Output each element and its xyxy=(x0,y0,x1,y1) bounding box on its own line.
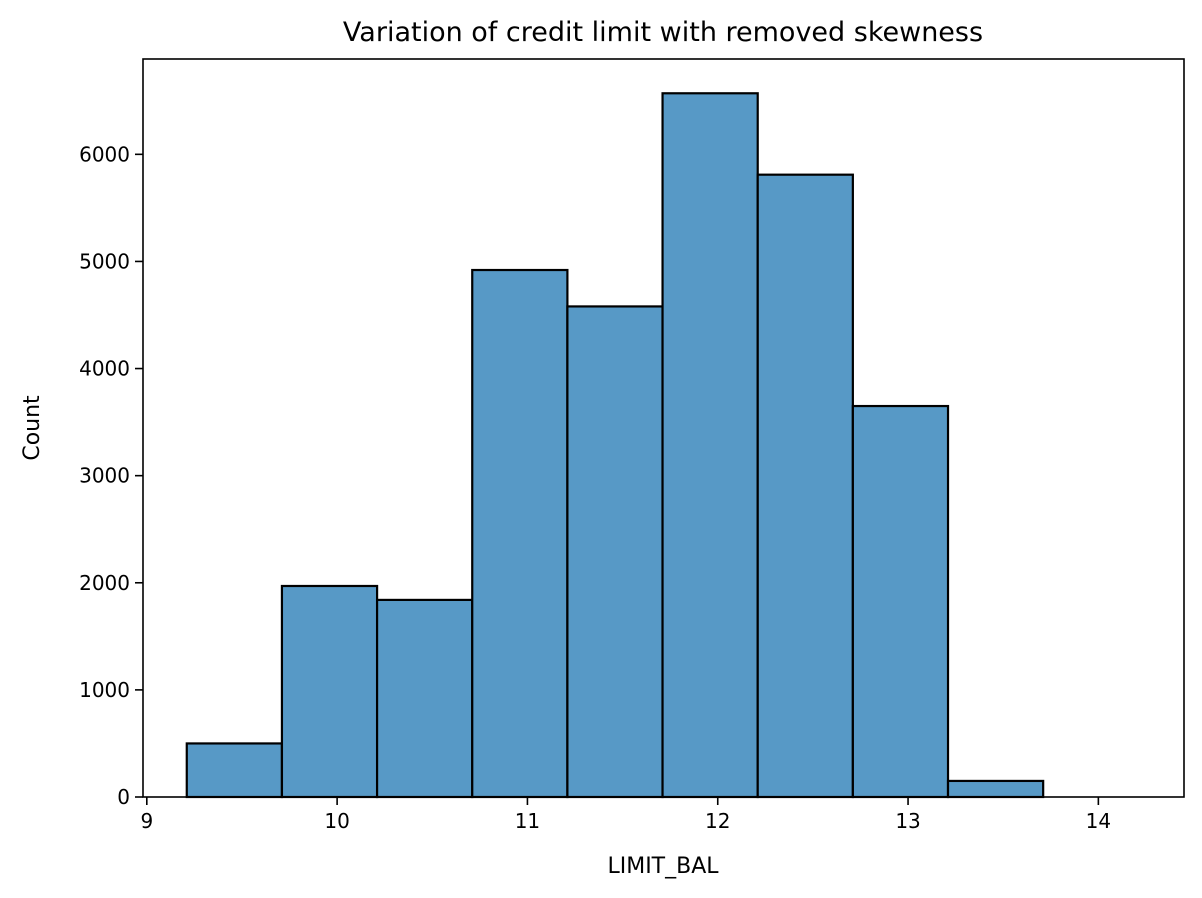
histogram-bar xyxy=(185,742,284,799)
x-axis-ticks: 9 10 11 12 13 14 xyxy=(140,797,1111,833)
y-tick-label: 0 xyxy=(117,785,130,809)
histogram-bar xyxy=(471,268,569,799)
histogram-bar xyxy=(566,305,664,799)
chart-title: Variation of credit limit with removed s… xyxy=(343,17,983,48)
x-axis-label: LIMIT_BAL xyxy=(607,854,719,879)
y-axis-ticks: 0 1000 2000 3000 4000 5000 6000 xyxy=(79,142,143,809)
bars-group xyxy=(185,92,1045,799)
plot-frame xyxy=(142,58,1185,798)
y-tick-label: 2000 xyxy=(79,571,130,595)
y-tick-label: 1000 xyxy=(79,678,130,702)
x-tick-label: 10 xyxy=(324,809,349,833)
x-tick-label: 9 xyxy=(140,809,153,833)
y-axis-label: Count xyxy=(20,395,45,461)
y-tick-label: 6000 xyxy=(79,142,130,166)
y-tick-label: 3000 xyxy=(79,464,130,488)
histogram-bar xyxy=(280,584,379,799)
x-tick-label: 12 xyxy=(705,809,730,833)
y-tick-label: 4000 xyxy=(79,357,130,381)
y-tick-label: 5000 xyxy=(79,249,130,273)
histogram-bar xyxy=(756,173,854,799)
x-tick-label: 14 xyxy=(1086,809,1111,833)
x-tick-label: 13 xyxy=(895,809,920,833)
histogram-bar xyxy=(661,92,759,799)
x-tick-label: 11 xyxy=(515,809,540,833)
histogram-bar xyxy=(375,598,474,799)
histogram-bar xyxy=(851,404,950,799)
histogram-bar xyxy=(946,779,1045,799)
